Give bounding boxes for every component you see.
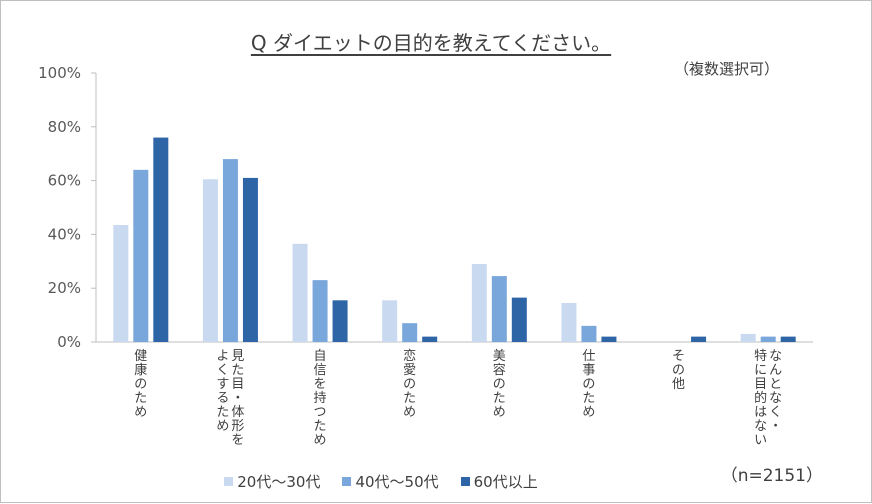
chart-note: （複数選択可）: [673, 60, 779, 78]
legend-item-3: 60代以上: [460, 471, 538, 492]
bar-4-series-3: [422, 336, 438, 342]
bar-1-series-3: [153, 137, 169, 342]
bar-2-series-2: [222, 159, 238, 342]
sample-size-note: （n=2151）: [720, 466, 823, 486]
chart-title: Q ダイエットの目的を教えてください。: [250, 31, 612, 55]
legend-item-1: 20代〜30代: [224, 471, 320, 492]
bar-3-series-3: [332, 300, 348, 342]
bar-2-series-1: [202, 179, 218, 342]
bar-1-series-2: [133, 169, 149, 342]
bar-3-series-2: [312, 280, 328, 342]
bar-1-series-1: [113, 224, 129, 342]
legend-label: 20代〜30代: [237, 473, 321, 491]
x-category-label: 仕事のため: [582, 349, 595, 420]
bar-5-series-2: [491, 276, 507, 342]
x-category-label: 恋愛のため: [403, 348, 416, 420]
bar-6-series-1: [561, 302, 577, 342]
y-tick-label: 20%: [48, 279, 81, 297]
legend-swatch: [342, 477, 352, 486]
bar-5-series-1: [471, 263, 487, 342]
bar-8-series-3: [780, 336, 796, 342]
x-category-label: その他: [672, 349, 685, 392]
x-category-label: 自信を持つため: [314, 349, 327, 448]
bar-6-series-2: [581, 325, 597, 342]
y-tick-label: 100%: [38, 64, 81, 82]
bar-6-series-3: [601, 336, 617, 342]
x-category-label: 特に目的はない: [754, 349, 767, 448]
x-category-label: 健康のため: [134, 349, 147, 420]
legend-swatch: [224, 477, 234, 486]
bar-4-series-2: [402, 323, 418, 342]
bar-4-series-1: [382, 300, 398, 342]
y-tick-label: 80%: [48, 118, 81, 136]
bar-8-series-2: [760, 336, 776, 342]
bar-3-series-1: [292, 243, 308, 342]
bar-5-series-3: [511, 297, 527, 342]
legend-label: 40代〜50代: [355, 473, 439, 491]
legend-swatch: [460, 477, 470, 486]
bar-2-series-3: [242, 177, 258, 342]
legend-label: 60代以上: [473, 473, 538, 491]
legend-item-2: 40代〜50代: [342, 471, 439, 492]
x-category-label: なんとなく・: [769, 349, 782, 434]
bar-8-series-1: [740, 333, 756, 342]
bar-7-series-3: [691, 336, 707, 342]
x-category-label: 美容のため: [493, 349, 506, 420]
x-category-label: 見た目・体形を: [231, 349, 244, 448]
y-tick-label: 40%: [48, 225, 81, 243]
y-tick-label: 0%: [57, 333, 81, 351]
x-category-label: よくするため: [216, 349, 229, 434]
chart-legend: 20代〜30代 40代〜50代 60代以上: [1, 471, 761, 492]
y-tick-label: 60%: [48, 172, 81, 190]
